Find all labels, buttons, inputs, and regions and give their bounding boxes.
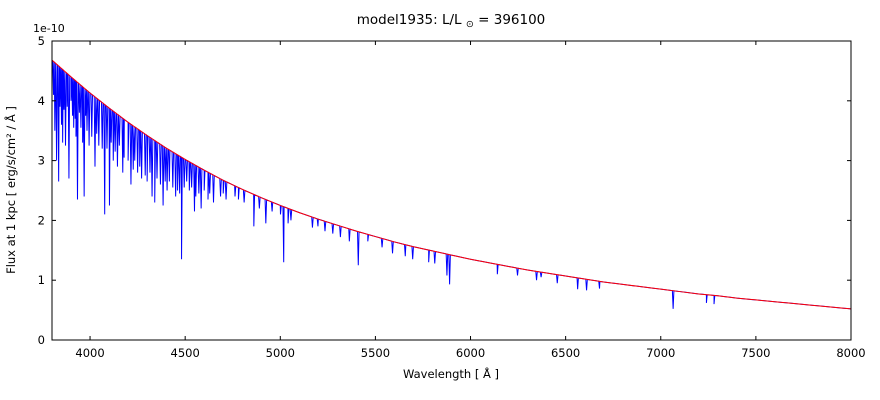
y-tick-label: 0	[38, 333, 45, 347]
y-tick-label: 4	[38, 94, 45, 108]
y-offset-label: 1e-10	[33, 22, 65, 35]
x-tick-label: 6000	[456, 346, 485, 360]
x-tick-label: 5500	[361, 346, 390, 360]
y-tick-label: 1	[38, 273, 45, 287]
plot-border	[51, 40, 852, 341]
plot-title-prefix: model1935: L/L	[357, 12, 462, 28]
y-tick-label: 2	[38, 213, 45, 227]
sun-subscript: ⊙	[466, 19, 474, 30]
continuum-line	[51, 59, 852, 310]
x-tick-label: 5000	[266, 346, 295, 360]
x-tick-label: 7500	[741, 346, 770, 360]
x-tick-label: 4000	[75, 346, 104, 360]
x-tick-label: 8000	[836, 346, 865, 360]
x-tick-label: 4500	[171, 346, 200, 360]
plot-title: model1935: L/L ⊙ = 396100	[357, 12, 546, 31]
axis-ticks: 4000 4500 5000 5500 6000 6500 7000 7500 8000 0 1 2 3…	[38, 34, 866, 360]
x-tick-label: 7000	[646, 346, 675, 360]
plot-series	[51, 59, 852, 310]
y-tick-label: 3	[38, 154, 45, 168]
y-tick-label: 5	[38, 34, 45, 48]
x-tick-label: 6500	[551, 346, 580, 360]
y-axis-label: Flux at 1 kpc [ erg/s/cm² / Å ]	[3, 106, 18, 274]
plot-title-suffix: = 396100	[478, 12, 545, 28]
x-axis-label: Wavelength [ Å ]	[403, 366, 499, 381]
